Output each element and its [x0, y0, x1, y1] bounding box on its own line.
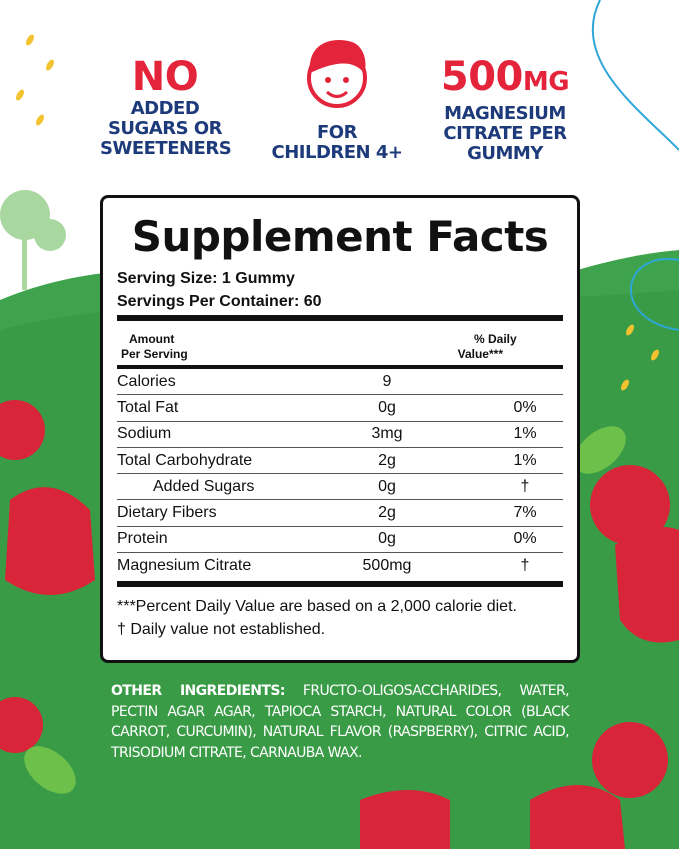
daily-value: 0% — [513, 398, 537, 416]
daily-value: 7% — [513, 504, 537, 522]
other-ingredients: OTHER INGREDIENTS: FRUCTO-OLIGOSACCHARID… — [111, 681, 570, 763]
claim-line: SWEETENERS — [100, 138, 232, 159]
panel-title: Supplement Facts — [131, 212, 549, 261]
table-row: Dietary Fibers 2g 7% — [117, 500, 563, 527]
table-row: Added Sugars 0g † — [117, 474, 563, 501]
daily-value: † — [520, 477, 530, 495]
servings-per-container: Servings Per Container: 60 — [117, 293, 322, 310]
amount-header: Amount Per Serving — [121, 332, 188, 361]
claim-line: CHILDREN 4+ — [271, 142, 403, 163]
nutrient-name: Total Carbohydrate — [117, 451, 253, 469]
raspberry-icon — [0, 400, 679, 849]
nutrient-name: Total Fat — [117, 398, 179, 416]
amount-value: 0g — [378, 398, 396, 416]
nutrient-name: Protein — [117, 530, 168, 548]
claim-big-text: NO — [131, 54, 199, 100]
dv-header: % Daily Value*** — [457, 332, 517, 361]
tree-icon — [0, 190, 66, 290]
claim-line: GUMMY — [467, 143, 543, 164]
table-header: Amount Per Serving % Daily Value*** — [117, 323, 563, 365]
table-row: Magnesium Citrate 500mg † — [117, 553, 563, 579]
table-row: Protein 0g 0% — [117, 527, 563, 554]
amount-value: 2g — [378, 451, 396, 469]
nutrient-name: Calories — [117, 372, 176, 390]
claim-children: FOR CHILDREN 4+ — [262, 28, 412, 163]
ingredients-text: FRUCTO-OLIGOSACCHARIDES, WATER, PECTIN A… — [111, 683, 570, 761]
nutrient-name: Sodium — [117, 425, 172, 443]
footnote: † Daily value not established. — [117, 621, 326, 639]
serving-size: Serving Size: 1 Gummy — [117, 270, 295, 287]
claim-line: FOR — [317, 122, 357, 143]
amount-value: 0g — [378, 477, 396, 495]
footnotes: ***Percent Daily Value are based on a 2,… — [117, 595, 563, 641]
daily-value: † — [520, 557, 530, 575]
amount-value: 3mg — [371, 425, 403, 443]
nutrient-name: Magnesium Citrate — [117, 557, 252, 575]
ingredients-label: OTHER INGREDIENTS: — [111, 683, 285, 699]
claim-no-sugar: NO ADDED SUGARS OR SWEETENERS — [100, 54, 232, 159]
divider — [117, 315, 563, 321]
daily-value: 1% — [513, 451, 537, 469]
divider — [117, 581, 563, 588]
divider — [117, 365, 563, 369]
table-row: Total Carbohydrate 2g 1% — [117, 448, 563, 475]
footnote: ***Percent Daily Value are based on a 2,… — [117, 598, 517, 616]
table-row: Calories 9 — [117, 369, 563, 396]
claim-line: ADDED — [130, 98, 200, 119]
table-row: Sodium 3mg 1% — [117, 422, 563, 448]
child-face-icon — [307, 40, 367, 108]
daily-value: 0% — [513, 530, 537, 548]
amount-value: 500mg — [362, 557, 412, 575]
amount-value: 9 — [382, 372, 392, 390]
claim-big-text: 500MG — [440, 54, 570, 100]
claim-line: MAGNESIUM — [444, 103, 566, 124]
amount-value: 0g — [378, 530, 396, 548]
supplement-facts-panel: Supplement Facts Serving Size: 1 Gummy S… — [100, 195, 580, 663]
nutrient-name: Dietary Fibers — [117, 504, 217, 522]
claim-magnesium: 500MG MAGNESIUM CITRATE PER GUMMY — [430, 55, 580, 164]
daily-value: 1% — [513, 425, 537, 443]
claim-line: SUGARS OR — [107, 118, 223, 139]
amount-value: 2g — [378, 504, 396, 522]
claim-line: CITRATE PER — [443, 123, 567, 144]
nutrient-name: Added Sugars — [153, 477, 255, 495]
table-row: Total Fat 0g 0% — [117, 395, 563, 422]
